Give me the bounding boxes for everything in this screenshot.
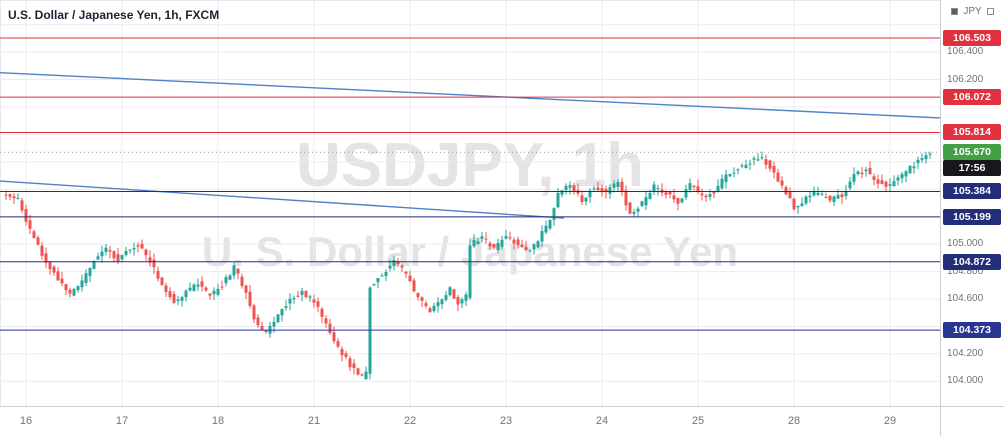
price-tick-label: 104.800 xyxy=(947,265,984,277)
price-tick-label: 104.200 xyxy=(947,347,984,359)
time-tick-label: 21 xyxy=(307,415,321,427)
support-price-label[interactable]: 104.373 xyxy=(943,322,1001,339)
bar-countdown-label: 17:56 xyxy=(943,160,1001,177)
time-tick-label: 22 xyxy=(403,415,417,427)
candlestick-series[interactable] xyxy=(4,151,932,380)
time-tick-label: 24 xyxy=(595,415,609,427)
resistance-price-label[interactable]: 105.814 xyxy=(943,124,1001,141)
chart-plot-area[interactable]: USDJPY, 1h U. S. Dollar / Japanese Yen U… xyxy=(0,0,940,406)
candlestick-chart[interactable] xyxy=(0,0,940,406)
time-tick-label: 29 xyxy=(883,415,897,427)
time-axis[interactable]: 16 17 18 21 22 23 24 25 28 29 xyxy=(0,406,940,436)
price-axis-header: JPY xyxy=(941,6,1004,17)
last-price-label: 105.670 xyxy=(943,144,1001,161)
grid-lines xyxy=(0,0,940,406)
time-tick-label: 25 xyxy=(691,415,705,427)
time-tick-label: 17 xyxy=(115,415,129,427)
resistance-price-label[interactable]: 106.503 xyxy=(943,29,1001,46)
price-axis-currency-label: JPY xyxy=(963,6,982,17)
time-tick-label: 16 xyxy=(19,415,33,427)
support-price-label[interactable]: 105.384 xyxy=(943,183,1001,200)
time-tick-label: 18 xyxy=(211,415,225,427)
price-axis[interactable]: JPY 106.400 106.200 105.000 104.800 104.600 1… xyxy=(940,0,1004,406)
price-tick-label: 106.200 xyxy=(947,73,984,85)
price-tick-label: 104.600 xyxy=(947,293,984,304)
support-price-label[interactable]: 105.199 xyxy=(943,208,1001,225)
time-tick-label: 28 xyxy=(787,415,801,427)
chart-legend-title[interactable]: U.S. Dollar / Japanese Yen, 1h, FXCM xyxy=(8,8,220,22)
price-tick-label: 104.000 xyxy=(947,375,984,387)
trendline-1[interactable] xyxy=(0,71,940,119)
price-tick-label: 105.000 xyxy=(947,238,984,250)
time-tick-label: 23 xyxy=(499,415,513,427)
support-price-label[interactable]: 104.872 xyxy=(943,253,1001,270)
axes-corner xyxy=(940,406,1004,436)
axis-settings-icon[interactable] xyxy=(986,8,994,15)
axis-toggle-icon[interactable] xyxy=(951,8,959,15)
resistance-price-label[interactable]: 106.072 xyxy=(943,89,1001,106)
trendline-2[interactable] xyxy=(0,180,565,219)
price-tick-label: 106.400 xyxy=(947,46,984,58)
